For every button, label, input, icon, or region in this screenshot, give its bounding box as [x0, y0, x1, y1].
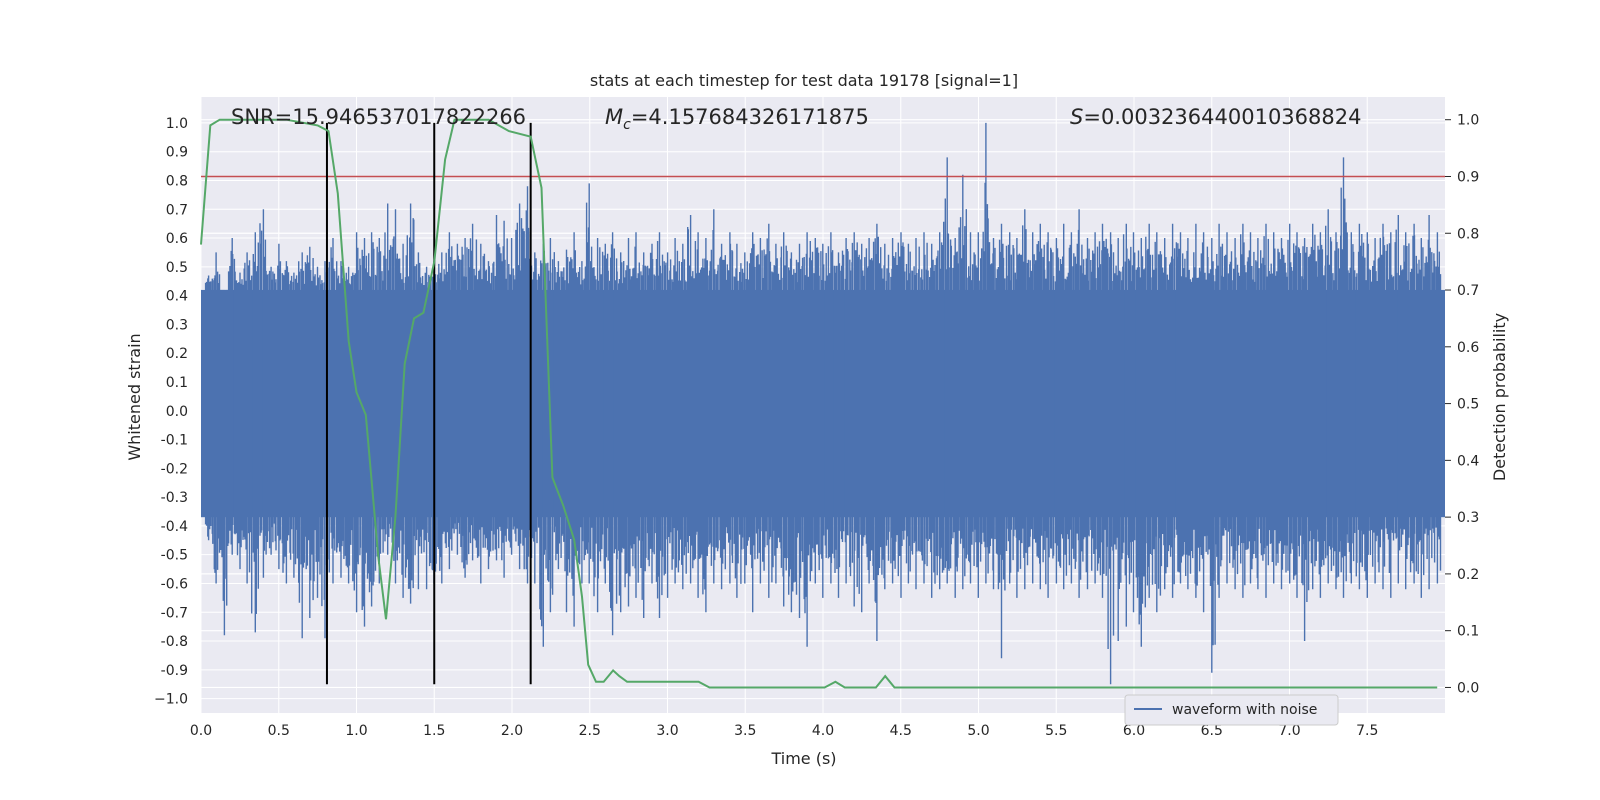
y-tick-label: 0.0 [166, 404, 188, 420]
mc-value: =4.157684326171875 [631, 105, 869, 129]
y-tick-label: -0.5 [161, 548, 188, 564]
chart-title: stats at each timestep for test data 191… [590, 71, 1018, 90]
s-annotation: S=0.003236440010368824 [1070, 105, 1361, 129]
x-tick-label: 3.0 [656, 723, 678, 739]
y-tick-labels: 1.0 0.9 0.8 0.7 0.6 0.5 0.4 0.3 0.2 0.1 0.0 -0.1 -0.… [154, 116, 188, 708]
y-tick-label: 0.9 [166, 145, 188, 161]
y-tick-label: −1.0 [154, 692, 188, 708]
y2-tick-label: 0.5 [1457, 397, 1479, 413]
s-symbol: S [1070, 105, 1083, 129]
mc-symbol: M [605, 105, 623, 129]
mc-subscript: c [623, 117, 631, 133]
y-tick-label: -0.4 [161, 519, 188, 535]
x-tick-label: 7.0 [1278, 723, 1300, 739]
y2-axis-label: Detection probability [1490, 313, 1509, 481]
y-tick-label: -0.6 [161, 576, 188, 592]
x-tick-label: 6.0 [1123, 723, 1145, 739]
y2-tick-label: 0.8 [1457, 226, 1479, 242]
waveform-spikes [204, 122, 1442, 685]
y-tick-label: -0.1 [161, 433, 188, 449]
vertical-lines [325, 122, 532, 685]
waveform-series [201, 122, 1445, 685]
x-tick-label: 4.5 [890, 723, 912, 739]
x-tick-label: 5.5 [1045, 723, 1067, 739]
y2-tick-label: 0.2 [1457, 567, 1479, 583]
y2-tick-label: 0.3 [1457, 510, 1479, 526]
y-tick-label: -0.8 [161, 634, 188, 650]
y-tick-label: 0.2 [166, 346, 188, 362]
y-tick-label: -0.3 [161, 490, 188, 506]
y2-tick-label: 0.6 [1457, 340, 1479, 356]
x-tick-label: 5.0 [967, 723, 989, 739]
y2-tick-label: 0.4 [1457, 453, 1479, 469]
probability-series [200, 118, 1438, 689]
x-tick-labels: 0.0 0.5 1.0 1.5 2.0 2.5 3.0 3.5 4.0 4.5 5.0 5.5 6.0 6… [190, 723, 1379, 739]
y-tick-label: 0.8 [166, 173, 188, 189]
y-tick-label: 1.0 [166, 116, 188, 132]
y-tick-label: -0.7 [161, 605, 188, 621]
y-tick-label: -0.2 [161, 461, 188, 477]
x-tick-label: 0.0 [190, 723, 212, 739]
y2-tick-label: 0.9 [1457, 169, 1479, 185]
x-tick-label: 7.5 [1356, 723, 1378, 739]
y2-tick-label: 0.7 [1457, 283, 1479, 299]
y-tick-label: 0.4 [166, 289, 188, 305]
probability-line [200, 118, 1438, 689]
x-tick-label: 4.0 [812, 723, 834, 739]
y2-tick-labels: 1.0 0.9 0.8 0.7 0.6 0.5 0.4 0.3 0.2 0.1 0.0 [1445, 113, 1479, 696]
y-tick-label: 0.3 [166, 317, 188, 333]
y-tick-label: -0.9 [161, 663, 188, 679]
x-tick-label: 6.5 [1201, 723, 1223, 739]
x-tick-label: 2.5 [579, 723, 601, 739]
x-tick-label: 1.5 [423, 723, 445, 739]
y2-tick-label: 1.0 [1457, 113, 1479, 129]
y-tick-label: 0.5 [166, 260, 188, 276]
y2-tick-label: 0.1 [1457, 624, 1479, 640]
legend-entry: waveform with noise [1172, 702, 1317, 718]
y-axis-label: Whitened strain [125, 333, 144, 460]
s-value: =0.003236440010368824 [1083, 105, 1361, 129]
x-axis-label: Time (s) [770, 749, 836, 768]
x-tick-label: 2.0 [501, 723, 523, 739]
snr-annotation: SNR=15.946537017822266 [231, 105, 526, 129]
y-tick-label: 0.7 [166, 202, 188, 218]
y-tick-label: 0.1 [166, 375, 188, 391]
y-tick-label: 0.6 [166, 231, 188, 247]
legend: waveform with noise [1124, 694, 1339, 726]
legend-box [1124, 694, 1339, 726]
x-tick-label: 0.5 [268, 723, 290, 739]
x-tick-label: 3.5 [734, 723, 756, 739]
x-tick-label: 1.0 [345, 723, 367, 739]
mc-annotation: Mc=4.157684326171875 [605, 105, 869, 133]
y2-tick-label: 0.0 [1457, 680, 1479, 696]
